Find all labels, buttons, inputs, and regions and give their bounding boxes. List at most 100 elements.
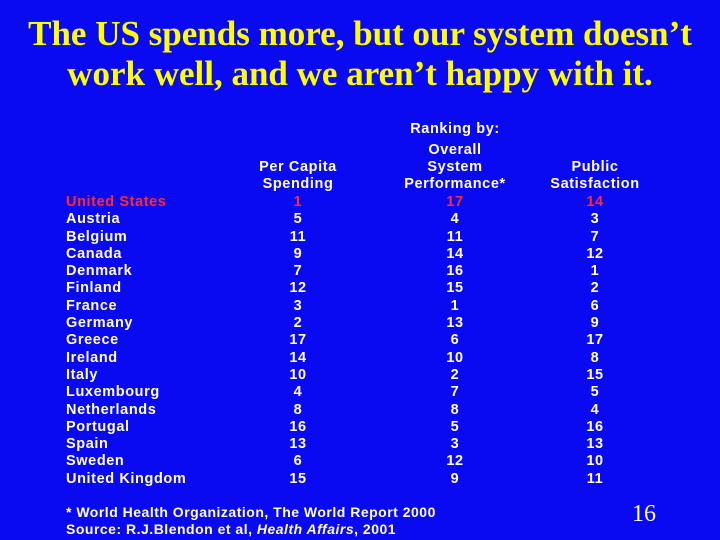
country-cell: France [66, 297, 118, 314]
table-row: Germany 2 13 9 [0, 315, 720, 332]
performance-rank-cell: 16 [446, 263, 464, 280]
satisfaction-rank-cell: 12 [586, 245, 604, 262]
performance-rank-cell: 15 [446, 280, 464, 297]
header-line: Per Capita [259, 159, 337, 175]
performance-rank-cell: 12 [446, 453, 464, 470]
satisfaction-rank-cell: 9 [590, 315, 600, 332]
header-line: System [427, 159, 483, 175]
satisfaction-rank-cell: 4 [590, 401, 600, 418]
country-cell: Ireland [66, 349, 118, 366]
country-cell: Sweden [66, 453, 125, 470]
spending-rank-cell: 5 [293, 211, 303, 228]
header-line: Overall [428, 142, 482, 158]
performance-rank-cell: 4 [450, 211, 460, 228]
country-cell: Italy [66, 366, 99, 383]
spending-rank-cell: 17 [289, 332, 307, 349]
country-cell: United States [66, 194, 167, 210]
performance-rank-cell: 17 [446, 194, 464, 210]
country-cell: Greece [66, 332, 119, 349]
title-line-1: The US spends more, but our system doesn… [28, 14, 692, 53]
source-year: , 2001 [354, 521, 397, 537]
table-row: Italy 10 2 15 [0, 367, 720, 384]
performance-rank-cell: 5 [450, 418, 460, 435]
country-cell: Netherlands [66, 401, 157, 418]
spending-rank-cell: 15 [289, 470, 307, 487]
spending-rank-cell: 14 [289, 349, 307, 366]
header-line: Spending [262, 176, 334, 192]
performance-rank-cell: 3 [450, 436, 460, 453]
spending-rank-cell: 8 [293, 401, 303, 418]
country-cell: Belgium [66, 228, 128, 245]
spending-rank-cell: 9 [293, 245, 303, 262]
table-row: Denmark 7 16 1 [0, 263, 720, 280]
title-line-2: work well, and we aren’t happy with it. [67, 54, 653, 93]
country-cell: Portugal [66, 418, 130, 435]
satisfaction-rank-cell: 15 [586, 366, 604, 383]
table-row: United States 1 17 14 [0, 194, 720, 211]
spending-rank-cell: 10 [289, 366, 307, 383]
table-row: Luxembourg 4 7 5 [0, 384, 720, 401]
performance-rank-cell: 6 [450, 332, 460, 349]
table-row: Canada 9 14 12 [0, 246, 720, 263]
country-cell: Finland [66, 280, 122, 297]
country-cell: Germany [66, 315, 134, 332]
source-prefix: Source: R.J.Blendon et al, [66, 521, 257, 537]
satisfaction-rank-cell: 1 [590, 263, 600, 280]
country-cell: Austria [66, 211, 121, 228]
spending-rank-cell: 7 [293, 263, 303, 280]
performance-rank-cell: 7 [450, 384, 460, 401]
satisfaction-rank-cell: 14 [586, 194, 604, 210]
spending-rank-cell: 3 [293, 297, 303, 314]
satisfaction-rank-cell: 2 [590, 280, 600, 297]
header-line: Performance* [404, 176, 506, 192]
table-row: Austria 5 4 3 [0, 211, 720, 228]
spending-rank-cell: 12 [289, 280, 307, 297]
country-cell: Denmark [66, 263, 133, 280]
table-row: United Kingdom 15 9 11 [0, 471, 720, 488]
performance-rank-cell: 13 [446, 315, 464, 332]
satisfaction-rank-cell: 3 [590, 211, 600, 228]
header-public-satisfaction: Public Satisfaction [528, 159, 662, 193]
country-cell: Luxembourg [66, 384, 160, 401]
satisfaction-rank-cell: 6 [590, 297, 600, 314]
header-per-capita-spending: Per Capita Spending [220, 159, 376, 193]
table-row: Portugal 16 5 16 [0, 419, 720, 436]
header-overall-system-performance: Overall System Performance* [380, 142, 530, 193]
spending-rank-cell: 6 [293, 453, 303, 470]
performance-rank-cell: 1 [450, 297, 460, 314]
satisfaction-rank-cell: 13 [586, 436, 604, 453]
satisfaction-rank-cell: 10 [586, 453, 604, 470]
satisfaction-rank-cell: 17 [586, 332, 604, 349]
country-cell: Canada [66, 245, 122, 262]
performance-rank-cell: 2 [450, 366, 460, 383]
performance-rank-cell: 10 [446, 349, 464, 366]
footnote-who: * World Health Organization, The World R… [66, 504, 436, 520]
performance-rank-cell: 9 [450, 470, 460, 487]
footnote-source: Source: R.J.Blendon et al, Health Affair… [66, 521, 396, 538]
table-row: Sweden 6 12 10 [0, 453, 720, 470]
satisfaction-rank-cell: 11 [586, 470, 604, 487]
page-number: 16 [632, 501, 656, 527]
satisfaction-rank-cell: 8 [590, 349, 600, 366]
country-cell: United Kingdom [66, 470, 187, 487]
slide-title: The US spends more, but our system doesn… [0, 14, 720, 94]
spending-rank-cell: 4 [293, 384, 303, 401]
source-journal: Health Affairs [256, 521, 355, 537]
table-row: Finland 12 15 2 [0, 280, 720, 297]
performance-rank-cell: 11 [446, 228, 464, 245]
table-row: Ireland 14 10 8 [0, 350, 720, 367]
table-row: Netherlands 8 8 4 [0, 402, 720, 419]
ranking-label: Ranking by: [410, 121, 500, 137]
satisfaction-rank-cell: 16 [586, 418, 604, 435]
table-row: Belgium 11 11 7 [0, 229, 720, 246]
spending-rank-cell: 16 [289, 418, 307, 435]
ranking-table: United States 1 17 14 Austria 5 4 3 Belg… [0, 194, 720, 488]
header-line: Public [571, 159, 619, 175]
performance-rank-cell: 8 [450, 401, 460, 418]
table-row: Spain 13 3 13 [0, 436, 720, 453]
satisfaction-rank-cell: 5 [590, 384, 600, 401]
spending-rank-cell: 13 [289, 436, 307, 453]
performance-rank-cell: 14 [446, 245, 464, 262]
spending-rank-cell: 11 [289, 228, 307, 245]
table-row: Greece 17 6 17 [0, 332, 720, 349]
